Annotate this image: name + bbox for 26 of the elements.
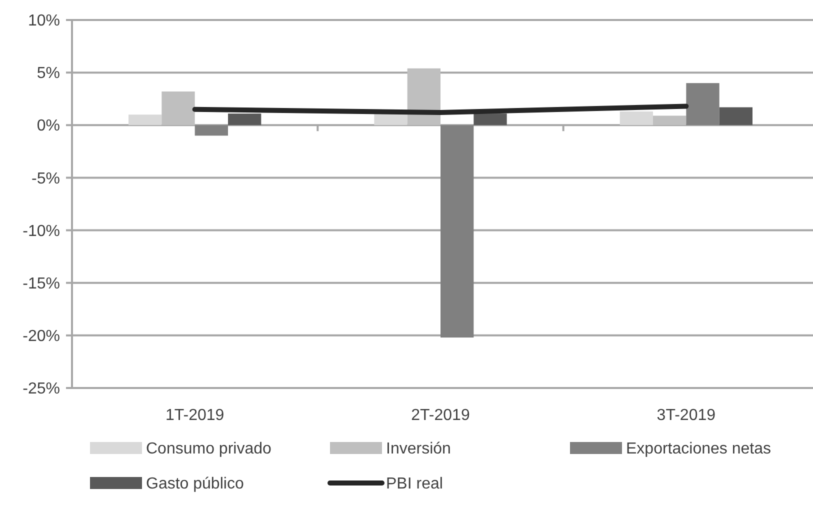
bar [128, 114, 162, 126]
y-tick-label: -20% [22, 328, 60, 346]
bar [228, 114, 262, 126]
y-tick-label: 0% [36, 118, 60, 135]
legend-label: Gasto público [146, 476, 244, 493]
bar [686, 83, 720, 126]
y-tick-label: 5% [36, 65, 60, 82]
bar [620, 111, 653, 126]
legend-label: PBI real [386, 476, 443, 493]
y-tick-label: -15% [22, 275, 60, 292]
bar [719, 107, 752, 126]
bar [440, 125, 474, 338]
y-tick-label: -10% [22, 222, 60, 240]
x-tick-label: 3T-2019 [656, 407, 716, 424]
bar [653, 116, 686, 126]
legend-label: Exportaciones netas [626, 440, 771, 458]
y-tick-label: -5% [32, 170, 60, 188]
y-tick-label: 10% [28, 12, 60, 30]
x-tick-label: 1T-2019 [165, 407, 224, 424]
bar [162, 91, 195, 126]
bar [194, 125, 228, 136]
y-tick-label: -25% [22, 380, 60, 398]
legend-label: Inversión [386, 440, 451, 458]
x-tick-label: 2T-2019 [411, 407, 470, 424]
bar [474, 114, 507, 126]
legend-label: Consumo privado [146, 440, 272, 458]
